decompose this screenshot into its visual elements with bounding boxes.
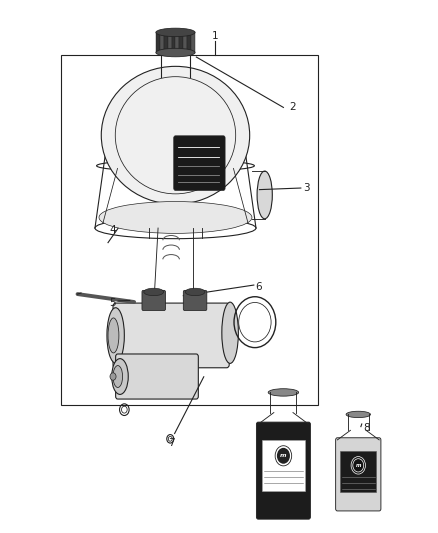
- Ellipse shape: [185, 288, 205, 296]
- Ellipse shape: [108, 318, 119, 353]
- Text: 6: 6: [256, 281, 262, 292]
- Ellipse shape: [99, 201, 252, 233]
- Ellipse shape: [101, 66, 250, 204]
- Ellipse shape: [156, 28, 195, 37]
- FancyBboxPatch shape: [172, 33, 176, 53]
- Ellipse shape: [107, 308, 124, 363]
- Ellipse shape: [156, 49, 195, 57]
- FancyBboxPatch shape: [116, 354, 198, 399]
- FancyBboxPatch shape: [187, 33, 191, 53]
- FancyBboxPatch shape: [142, 290, 166, 311]
- FancyBboxPatch shape: [184, 290, 207, 311]
- Text: 2: 2: [290, 102, 296, 112]
- Ellipse shape: [144, 288, 164, 296]
- Ellipse shape: [257, 171, 272, 219]
- FancyBboxPatch shape: [261, 440, 305, 491]
- FancyBboxPatch shape: [168, 33, 172, 53]
- Text: 5: 5: [109, 297, 116, 308]
- Text: m: m: [280, 453, 286, 458]
- Text: 8: 8: [364, 423, 370, 433]
- FancyBboxPatch shape: [336, 438, 381, 511]
- Ellipse shape: [277, 448, 290, 464]
- Text: 4: 4: [109, 225, 116, 236]
- FancyBboxPatch shape: [184, 33, 187, 53]
- Ellipse shape: [268, 389, 299, 396]
- FancyBboxPatch shape: [176, 33, 180, 53]
- FancyBboxPatch shape: [160, 33, 164, 53]
- Ellipse shape: [161, 72, 190, 82]
- Ellipse shape: [110, 373, 116, 380]
- Text: m: m: [356, 463, 361, 468]
- Ellipse shape: [346, 411, 371, 418]
- Text: 1: 1: [212, 31, 218, 41]
- Ellipse shape: [112, 359, 128, 394]
- FancyBboxPatch shape: [340, 451, 377, 492]
- FancyBboxPatch shape: [156, 33, 160, 53]
- FancyBboxPatch shape: [174, 136, 225, 190]
- FancyBboxPatch shape: [164, 33, 168, 53]
- FancyBboxPatch shape: [113, 303, 229, 368]
- FancyBboxPatch shape: [256, 422, 311, 519]
- Ellipse shape: [161, 43, 190, 53]
- FancyBboxPatch shape: [191, 33, 195, 53]
- FancyBboxPatch shape: [180, 33, 184, 53]
- Text: 7: 7: [168, 438, 174, 448]
- Ellipse shape: [353, 459, 364, 472]
- Text: 3: 3: [303, 183, 309, 193]
- Ellipse shape: [222, 302, 238, 364]
- Ellipse shape: [113, 366, 123, 387]
